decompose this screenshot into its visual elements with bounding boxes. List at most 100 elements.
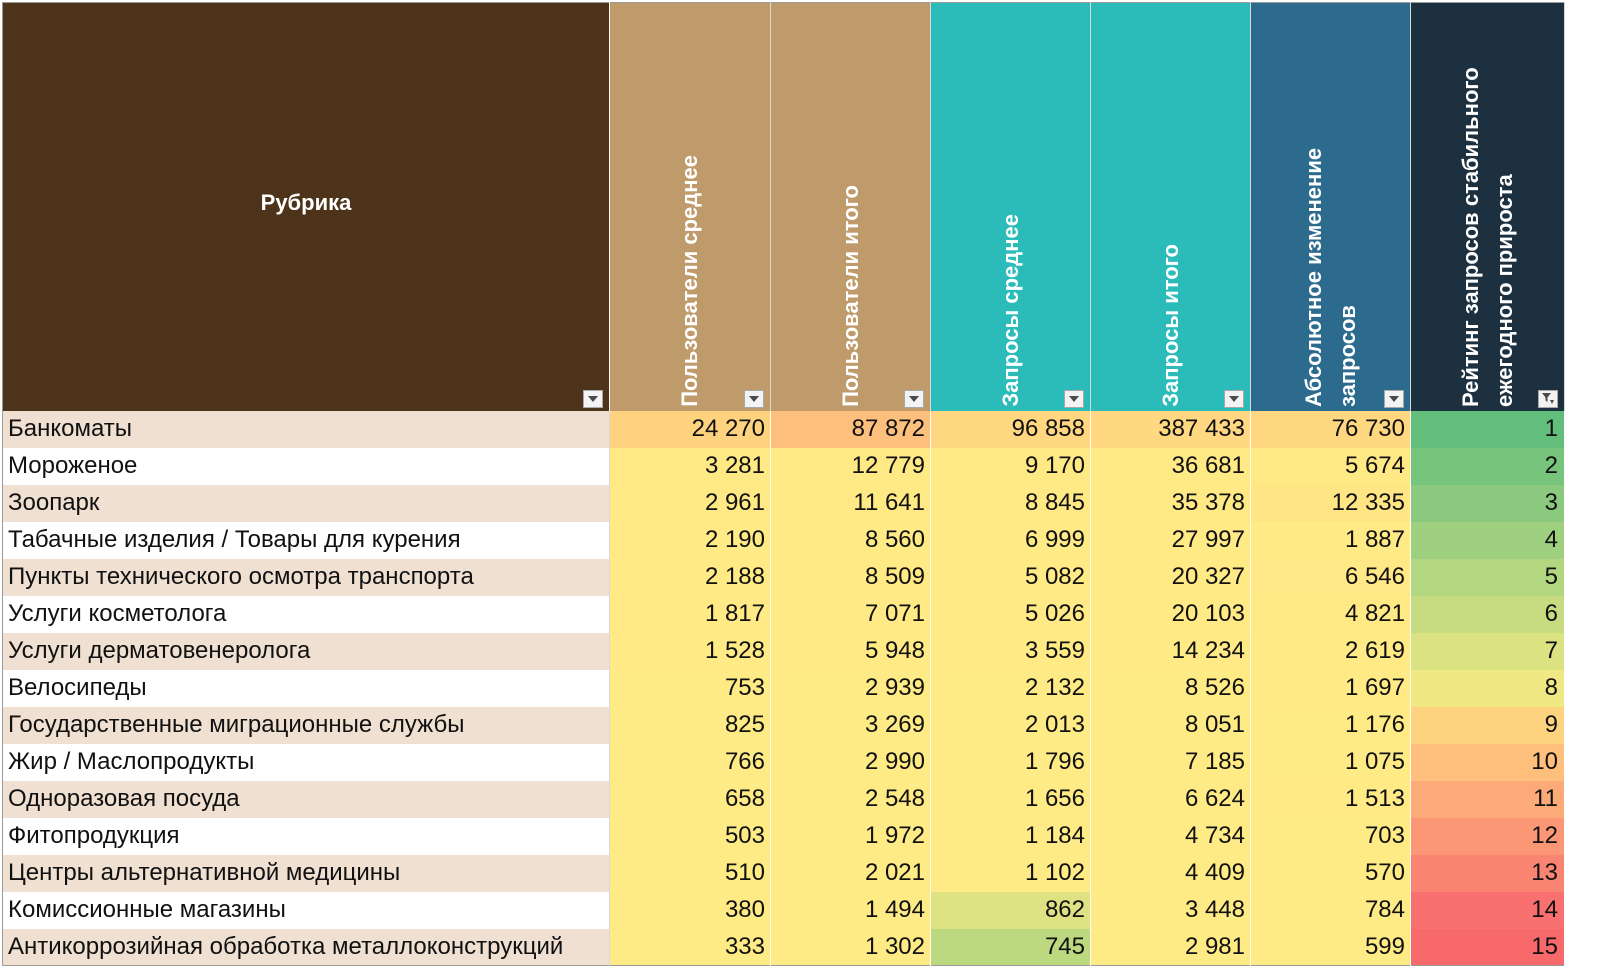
cell-queries-avg[interactable]: 2 132 xyxy=(930,669,1091,707)
cell-users-total[interactable]: 1 302 xyxy=(770,928,931,966)
cell-users-avg[interactable]: 380 xyxy=(609,891,771,929)
cell-queries-total[interactable]: 4 409 xyxy=(1090,854,1251,892)
cell-queries-total[interactable]: 2 981 xyxy=(1090,928,1251,966)
cell-abs-change[interactable]: 4 821 xyxy=(1250,595,1411,633)
cell-rubric[interactable]: Банкоматы xyxy=(2,410,610,448)
cell-rubric[interactable]: Жир / Маслопродукты xyxy=(2,743,610,781)
cell-queries-total[interactable]: 20 103 xyxy=(1090,595,1251,633)
cell-queries-total[interactable]: 387 433 xyxy=(1090,410,1251,448)
cell-users-total[interactable]: 1 972 xyxy=(770,817,931,855)
cell-rubric[interactable]: Пункты технического осмотра транспорта xyxy=(2,558,610,596)
cell-abs-change[interactable]: 784 xyxy=(1250,891,1411,929)
cell-rubric[interactable]: Государственные миграционные службы xyxy=(2,706,610,744)
cell-rank[interactable]: 14 xyxy=(1410,891,1565,929)
cell-queries-total[interactable]: 8 526 xyxy=(1090,669,1251,707)
cell-users-avg[interactable]: 1 817 xyxy=(609,595,771,633)
cell-users-avg[interactable]: 2 961 xyxy=(609,484,771,522)
cell-rank[interactable]: 15 xyxy=(1410,928,1565,966)
cell-queries-total[interactable]: 4 734 xyxy=(1090,817,1251,855)
cell-queries-avg[interactable]: 96 858 xyxy=(930,410,1091,448)
cell-rubric[interactable]: Центры альтернативной медицины xyxy=(2,854,610,892)
cell-abs-change[interactable]: 12 335 xyxy=(1250,484,1411,522)
cell-users-avg[interactable]: 825 xyxy=(609,706,771,744)
cell-abs-change[interactable]: 1 176 xyxy=(1250,706,1411,744)
cell-users-total[interactable]: 3 269 xyxy=(770,706,931,744)
cell-users-avg[interactable]: 658 xyxy=(609,780,771,818)
cell-queries-avg[interactable]: 1 796 xyxy=(930,743,1091,781)
cell-abs-change[interactable]: 1 075 xyxy=(1250,743,1411,781)
filter-dropdown-button[interactable] xyxy=(1064,389,1084,408)
cell-rank[interactable]: 10 xyxy=(1410,743,1565,781)
cell-users-total[interactable]: 2 021 xyxy=(770,854,931,892)
filter-dropdown-button[interactable] xyxy=(583,389,603,408)
cell-queries-total[interactable]: 3 448 xyxy=(1090,891,1251,929)
cell-users-total[interactable]: 5 948 xyxy=(770,632,931,670)
cell-users-avg[interactable]: 1 528 xyxy=(609,632,771,670)
cell-queries-total[interactable]: 14 234 xyxy=(1090,632,1251,670)
cell-rank[interactable]: 7 xyxy=(1410,632,1565,670)
cell-users-avg[interactable]: 2 190 xyxy=(609,521,771,559)
cell-queries-avg[interactable]: 5 082 xyxy=(930,558,1091,596)
cell-abs-change[interactable]: 599 xyxy=(1250,928,1411,966)
cell-rank[interactable]: 4 xyxy=(1410,521,1565,559)
cell-queries-avg[interactable]: 6 999 xyxy=(930,521,1091,559)
cell-rank[interactable]: 8 xyxy=(1410,669,1565,707)
cell-abs-change[interactable]: 6 546 xyxy=(1250,558,1411,596)
cell-rubric[interactable]: Одноразовая посуда xyxy=(2,780,610,818)
cell-users-total[interactable]: 2 548 xyxy=(770,780,931,818)
filter-dropdown-button[interactable] xyxy=(744,389,764,408)
cell-queries-total[interactable]: 7 185 xyxy=(1090,743,1251,781)
cell-users-avg[interactable]: 333 xyxy=(609,928,771,966)
cell-queries-avg[interactable]: 8 845 xyxy=(930,484,1091,522)
cell-abs-change[interactable]: 570 xyxy=(1250,854,1411,892)
cell-rank[interactable]: 11 xyxy=(1410,780,1565,818)
cell-rank[interactable]: 5 xyxy=(1410,558,1565,596)
cell-users-avg[interactable]: 510 xyxy=(609,854,771,892)
cell-rubric[interactable]: Велосипеды xyxy=(2,669,610,707)
cell-users-total[interactable]: 8 560 xyxy=(770,521,931,559)
cell-abs-change[interactable]: 76 730 xyxy=(1250,410,1411,448)
cell-users-avg[interactable]: 753 xyxy=(609,669,771,707)
filter-dropdown-button[interactable] xyxy=(1384,389,1404,408)
cell-abs-change[interactable]: 1 513 xyxy=(1250,780,1411,818)
cell-users-avg[interactable]: 24 270 xyxy=(609,410,771,448)
cell-queries-avg[interactable]: 9 170 xyxy=(930,447,1091,485)
cell-rubric[interactable]: Антикоррозийная обработка металлоконстру… xyxy=(2,928,610,966)
cell-queries-avg[interactable]: 5 026 xyxy=(930,595,1091,633)
cell-users-total[interactable]: 2 990 xyxy=(770,743,931,781)
cell-users-total[interactable]: 2 939 xyxy=(770,669,931,707)
cell-abs-change[interactable]: 2 619 xyxy=(1250,632,1411,670)
cell-rubric[interactable]: Комиссионные магазины xyxy=(2,891,610,929)
cell-rubric[interactable]: Табачные изделия / Товары для курения xyxy=(2,521,610,559)
cell-queries-avg[interactable]: 3 559 xyxy=(930,632,1091,670)
cell-queries-total[interactable]: 27 997 xyxy=(1090,521,1251,559)
cell-queries-total[interactable]: 36 681 xyxy=(1090,447,1251,485)
cell-rubric[interactable]: Услуги дерматовенеролога xyxy=(2,632,610,670)
cell-abs-change[interactable]: 703 xyxy=(1250,817,1411,855)
cell-rank[interactable]: 1 xyxy=(1410,410,1565,448)
cell-rank[interactable]: 3 xyxy=(1410,484,1565,522)
cell-users-avg[interactable]: 503 xyxy=(609,817,771,855)
cell-rubric[interactable]: Фитопродукция xyxy=(2,817,610,855)
cell-abs-change[interactable]: 1 697 xyxy=(1250,669,1411,707)
cell-queries-avg[interactable]: 1 656 xyxy=(930,780,1091,818)
cell-rank[interactable]: 2 xyxy=(1410,447,1565,485)
cell-rubric[interactable]: Услуги косметолога xyxy=(2,595,610,633)
cell-users-total[interactable]: 12 779 xyxy=(770,447,931,485)
cell-users-total[interactable]: 8 509 xyxy=(770,558,931,596)
cell-queries-total[interactable]: 8 051 xyxy=(1090,706,1251,744)
cell-queries-avg[interactable]: 745 xyxy=(930,928,1091,966)
cell-abs-change[interactable]: 5 674 xyxy=(1250,447,1411,485)
cell-users-total[interactable]: 11 641 xyxy=(770,484,931,522)
cell-queries-total[interactable]: 6 624 xyxy=(1090,780,1251,818)
cell-queries-avg[interactable]: 1 184 xyxy=(930,817,1091,855)
cell-abs-change[interactable]: 1 887 xyxy=(1250,521,1411,559)
cell-queries-avg[interactable]: 862 xyxy=(930,891,1091,929)
filter-dropdown-button[interactable] xyxy=(904,389,924,408)
cell-rank[interactable]: 9 xyxy=(1410,706,1565,744)
cell-users-avg[interactable]: 3 281 xyxy=(609,447,771,485)
filter-dropdown-button[interactable] xyxy=(1224,389,1244,408)
cell-users-avg[interactable]: 766 xyxy=(609,743,771,781)
filter-active-button[interactable] xyxy=(1538,389,1558,408)
cell-users-total[interactable]: 7 071 xyxy=(770,595,931,633)
